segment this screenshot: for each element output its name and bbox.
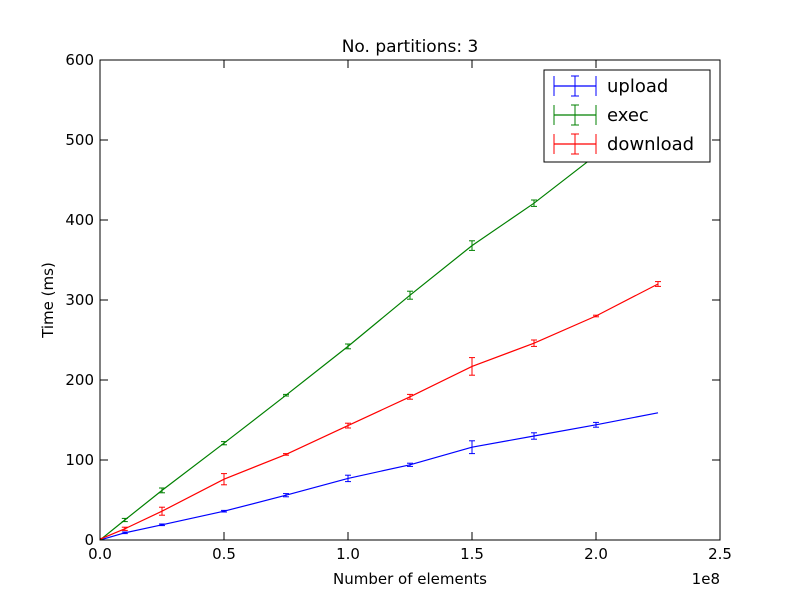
error-bar-exec [407,290,413,300]
y-tick-label: 0 [84,531,94,549]
legend-entry-upload: upload [553,75,668,97]
y-tick-label: 200 [65,371,94,389]
error-bar-upload [283,493,289,498]
error-bar-exec [121,517,128,523]
error-bar-upload [221,509,227,513]
error-bar-download [159,506,165,516]
y-tick-label: 300 [65,291,94,309]
error-bar-exec [345,343,351,350]
plot-lines [100,103,661,540]
error-bar-download [121,526,128,531]
legend-label: download [607,134,694,155]
x-tick-label: 0.0 [88,545,112,563]
error-bar-exec [159,487,165,494]
error-bar-download [345,422,351,429]
y-tick-label: 100 [65,451,94,469]
y-axis-label: Time (ms) [39,262,57,339]
series-line-download [100,283,659,540]
error-bar-download [283,453,289,456]
legend-entry-download: download [553,133,694,155]
error-bar-download [100,537,103,540]
error-bar-exec [221,441,227,446]
y-tick-label: 600 [65,51,94,69]
error-bar-upload [121,531,128,535]
error-bar-download [469,357,475,376]
tick-labels: 0.0 0.5 1.0 1.5 2.0 2.5 0 100 200 300 400 500 600 [65,51,732,563]
x-tick-label: 2.0 [584,545,608,563]
series-line-upload [100,412,659,540]
error-bar-upload [593,421,599,428]
legend-entry-exec: exec [553,104,649,126]
x-tick-label: 0.5 [212,545,236,563]
chart-title: No. partitions: 3 [342,37,479,57]
y-tick-label: 500 [65,131,94,149]
error-bar-exec [531,199,537,207]
error-bar-download [531,339,537,347]
error-bar-upload [531,432,537,440]
legend-label: exec [607,105,649,126]
x-tick-label: 1.5 [460,545,484,563]
error-bar-exec [283,393,289,397]
legend-label: upload [607,76,668,97]
legend: upload exec download [543,69,711,163]
error-bar-upload [345,474,351,483]
x-tick-label: 2.5 [708,545,732,563]
error-bar-upload [469,440,475,455]
error-bar-upload [407,462,413,467]
x-axis-label: Number of elements [333,570,487,588]
error-bar-download [407,393,413,400]
y-tick-label: 400 [65,211,94,229]
x-offset-label: 1e8 [692,570,720,588]
error-bar-download [593,314,599,318]
plot-frame [99,59,721,541]
error-bar-exec [469,240,475,251]
series-line-exec [100,105,659,540]
legend-box [543,69,711,163]
x-tick-label: 1.0 [336,545,360,563]
error-bar-download [221,473,227,486]
error-bar-exec [100,538,103,540]
error-bar-upload [159,523,165,527]
error-bar-download [655,281,661,287]
